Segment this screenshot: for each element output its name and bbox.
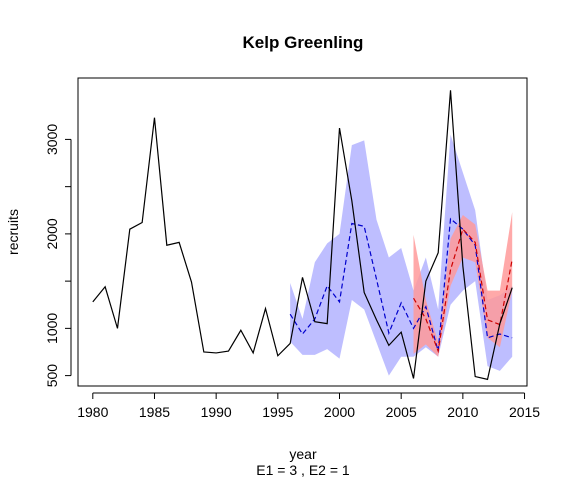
x-tick-label: 2015 [509, 404, 540, 420]
y-tick-label: 1000 [44, 313, 60, 344]
x-tick-label: 1990 [201, 404, 232, 420]
observed-line-group [92, 90, 513, 381]
x-axis: 1980 1985 1990 1995 2000 2005 2010 2015 [77, 392, 540, 420]
y-axis-label: recruits [5, 209, 21, 255]
forecast-e2-band-group [413, 212, 513, 357]
x-tick-label: 2010 [447, 404, 478, 420]
y-tick-label: 3000 [44, 124, 60, 155]
forecast-e1-interval-band [290, 134, 513, 376]
forecast-e2-line [413, 227, 513, 354]
forecast-e1-band-group [290, 134, 513, 376]
forecast-e2-interval-band [413, 212, 513, 357]
x-tick-label: 2000 [324, 404, 355, 420]
x-axis-label: year [289, 446, 317, 462]
x-tick-label: 1980 [77, 404, 108, 420]
observed-recruits-line [92, 90, 513, 381]
x-tick-label: 1985 [139, 404, 170, 420]
y-axis: 500 1000 2000 3000 [44, 124, 72, 388]
y-tick-label: 500 [44, 364, 60, 388]
plot-box [77, 77, 528, 387]
forecast-e2-line-group [413, 227, 513, 354]
chart-subtitle: E1 = 3 , E2 = 1 [256, 462, 350, 478]
chart-title: Kelp Greenling [243, 33, 364, 52]
x-tick-label: 1995 [262, 404, 293, 420]
x-tick-label: 2005 [386, 404, 417, 420]
y-tick-label: 2000 [44, 218, 60, 249]
